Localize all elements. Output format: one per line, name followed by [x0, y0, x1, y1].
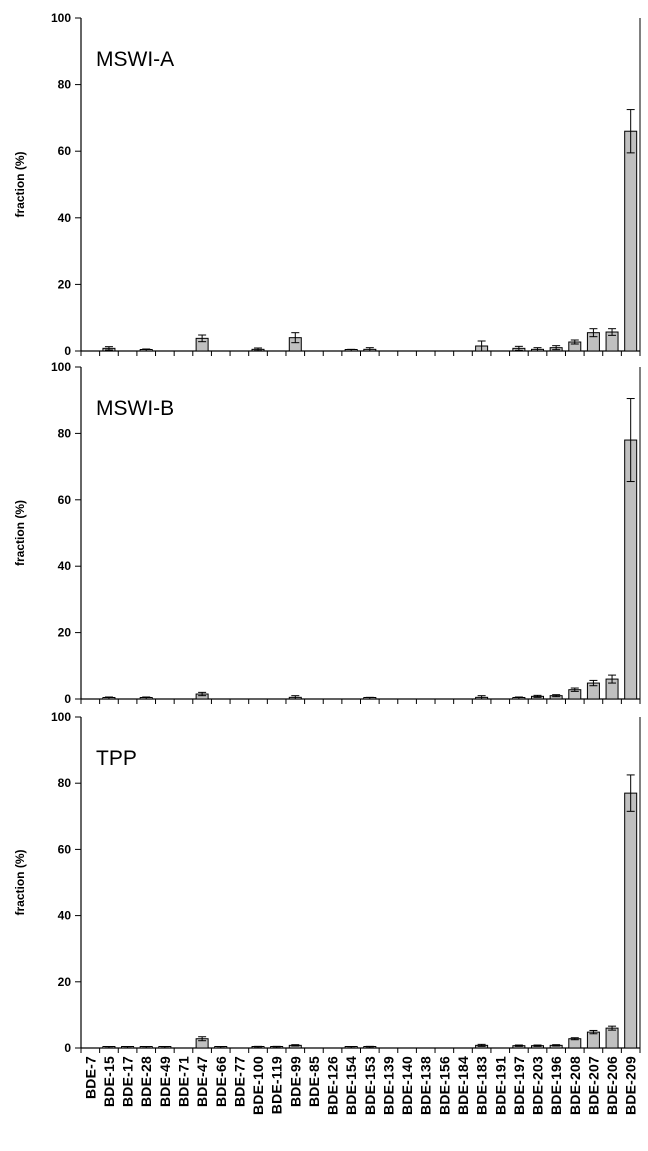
bar-bde-209: [624, 792, 638, 1049]
chart-panel: 0 20 40 60 80 100 fraction (%) MSWI-B: [13, 360, 641, 706]
y-tick-label: 60: [58, 493, 72, 507]
x-tick-label: BDE-119: [269, 1056, 285, 1114]
panel-title: TPP: [96, 747, 137, 770]
x-tick-label: BDE-47: [194, 1056, 210, 1107]
x-tick-label: BDE-153: [362, 1056, 378, 1115]
y-tick-label: 20: [58, 975, 72, 989]
bar-bde-206: [605, 1027, 619, 1049]
x-tick-label: BDE-206: [604, 1056, 620, 1115]
x-tick-label: BDE-15: [101, 1056, 117, 1107]
y-tick-label: 60: [58, 842, 72, 856]
x-tick-label: BDE-7: [82, 1056, 98, 1099]
y-tick-label: 80: [58, 426, 72, 440]
y-tick-label: 40: [58, 211, 72, 225]
x-tick-label: BDE-71: [175, 1056, 191, 1107]
y-tick-label: 0: [64, 1041, 71, 1055]
y-tick-label: 60: [58, 144, 72, 158]
x-tick-label: BDE-85: [306, 1056, 322, 1107]
x-tick-label: BDE-77: [231, 1056, 247, 1107]
y-tick-label: 40: [58, 909, 72, 923]
y-axis-label: fraction (%): [13, 151, 27, 217]
y-tick-label: 100: [51, 360, 71, 374]
x-tick-label: BDE-196: [548, 1056, 564, 1115]
x-tick-label: BDE-139: [380, 1056, 396, 1115]
y-tick-label: 20: [58, 626, 72, 640]
chart-panel: 0 20 40 60 80 100 fraction (%) MSWI-A: [13, 11, 641, 358]
y-axis-label: fraction (%): [13, 500, 27, 566]
x-tick-label: BDE-156: [436, 1056, 452, 1115]
x-tick-label: BDE-17: [120, 1056, 136, 1107]
x-tick-label: BDE-28: [138, 1056, 154, 1107]
bar-bde-207: [586, 1031, 600, 1049]
y-tick-label: 20: [58, 277, 72, 291]
x-tick-label: BDE-183: [474, 1056, 490, 1115]
x-tick-label: BDE-208: [567, 1056, 583, 1115]
y-tick-label: 80: [58, 78, 72, 92]
x-tick-label: BDE-66: [213, 1056, 229, 1107]
y-axis-label: fraction (%): [13, 849, 27, 915]
bar-bde-209: [624, 130, 638, 352]
y-tick-label: 0: [64, 344, 71, 358]
x-tick-label: BDE-197: [511, 1056, 527, 1115]
panel-title: MSWI-A: [96, 48, 174, 71]
y-tick-label: 100: [51, 710, 71, 724]
y-tick-label: 80: [58, 776, 72, 790]
x-tick-label: BDE-191: [492, 1056, 508, 1115]
x-tick-label: BDE-207: [585, 1056, 601, 1115]
x-tick-label: BDE-154: [343, 1056, 359, 1115]
y-tick-label: 0: [64, 692, 71, 706]
x-tick-label: BDE-100: [250, 1056, 266, 1115]
panel-title: MSWI-B: [96, 397, 174, 420]
x-tick-label: BDE-203: [530, 1056, 546, 1115]
x-tick-label: BDE-99: [287, 1056, 303, 1107]
y-tick-label: 100: [51, 11, 71, 25]
x-tick-label: BDE-126: [325, 1056, 341, 1115]
x-tick-label: BDE-184: [455, 1056, 471, 1115]
y-tick-label: 40: [58, 559, 72, 573]
x-tick-label: BDE-138: [418, 1056, 434, 1115]
x-tick-label: BDE-49: [157, 1056, 173, 1107]
chart-panel: 0 20 40 60 80 100 fraction (%) TPP: [13, 710, 641, 1055]
x-tick-label: BDE-140: [399, 1056, 415, 1115]
x-tick-label: BDE-209: [623, 1056, 639, 1115]
